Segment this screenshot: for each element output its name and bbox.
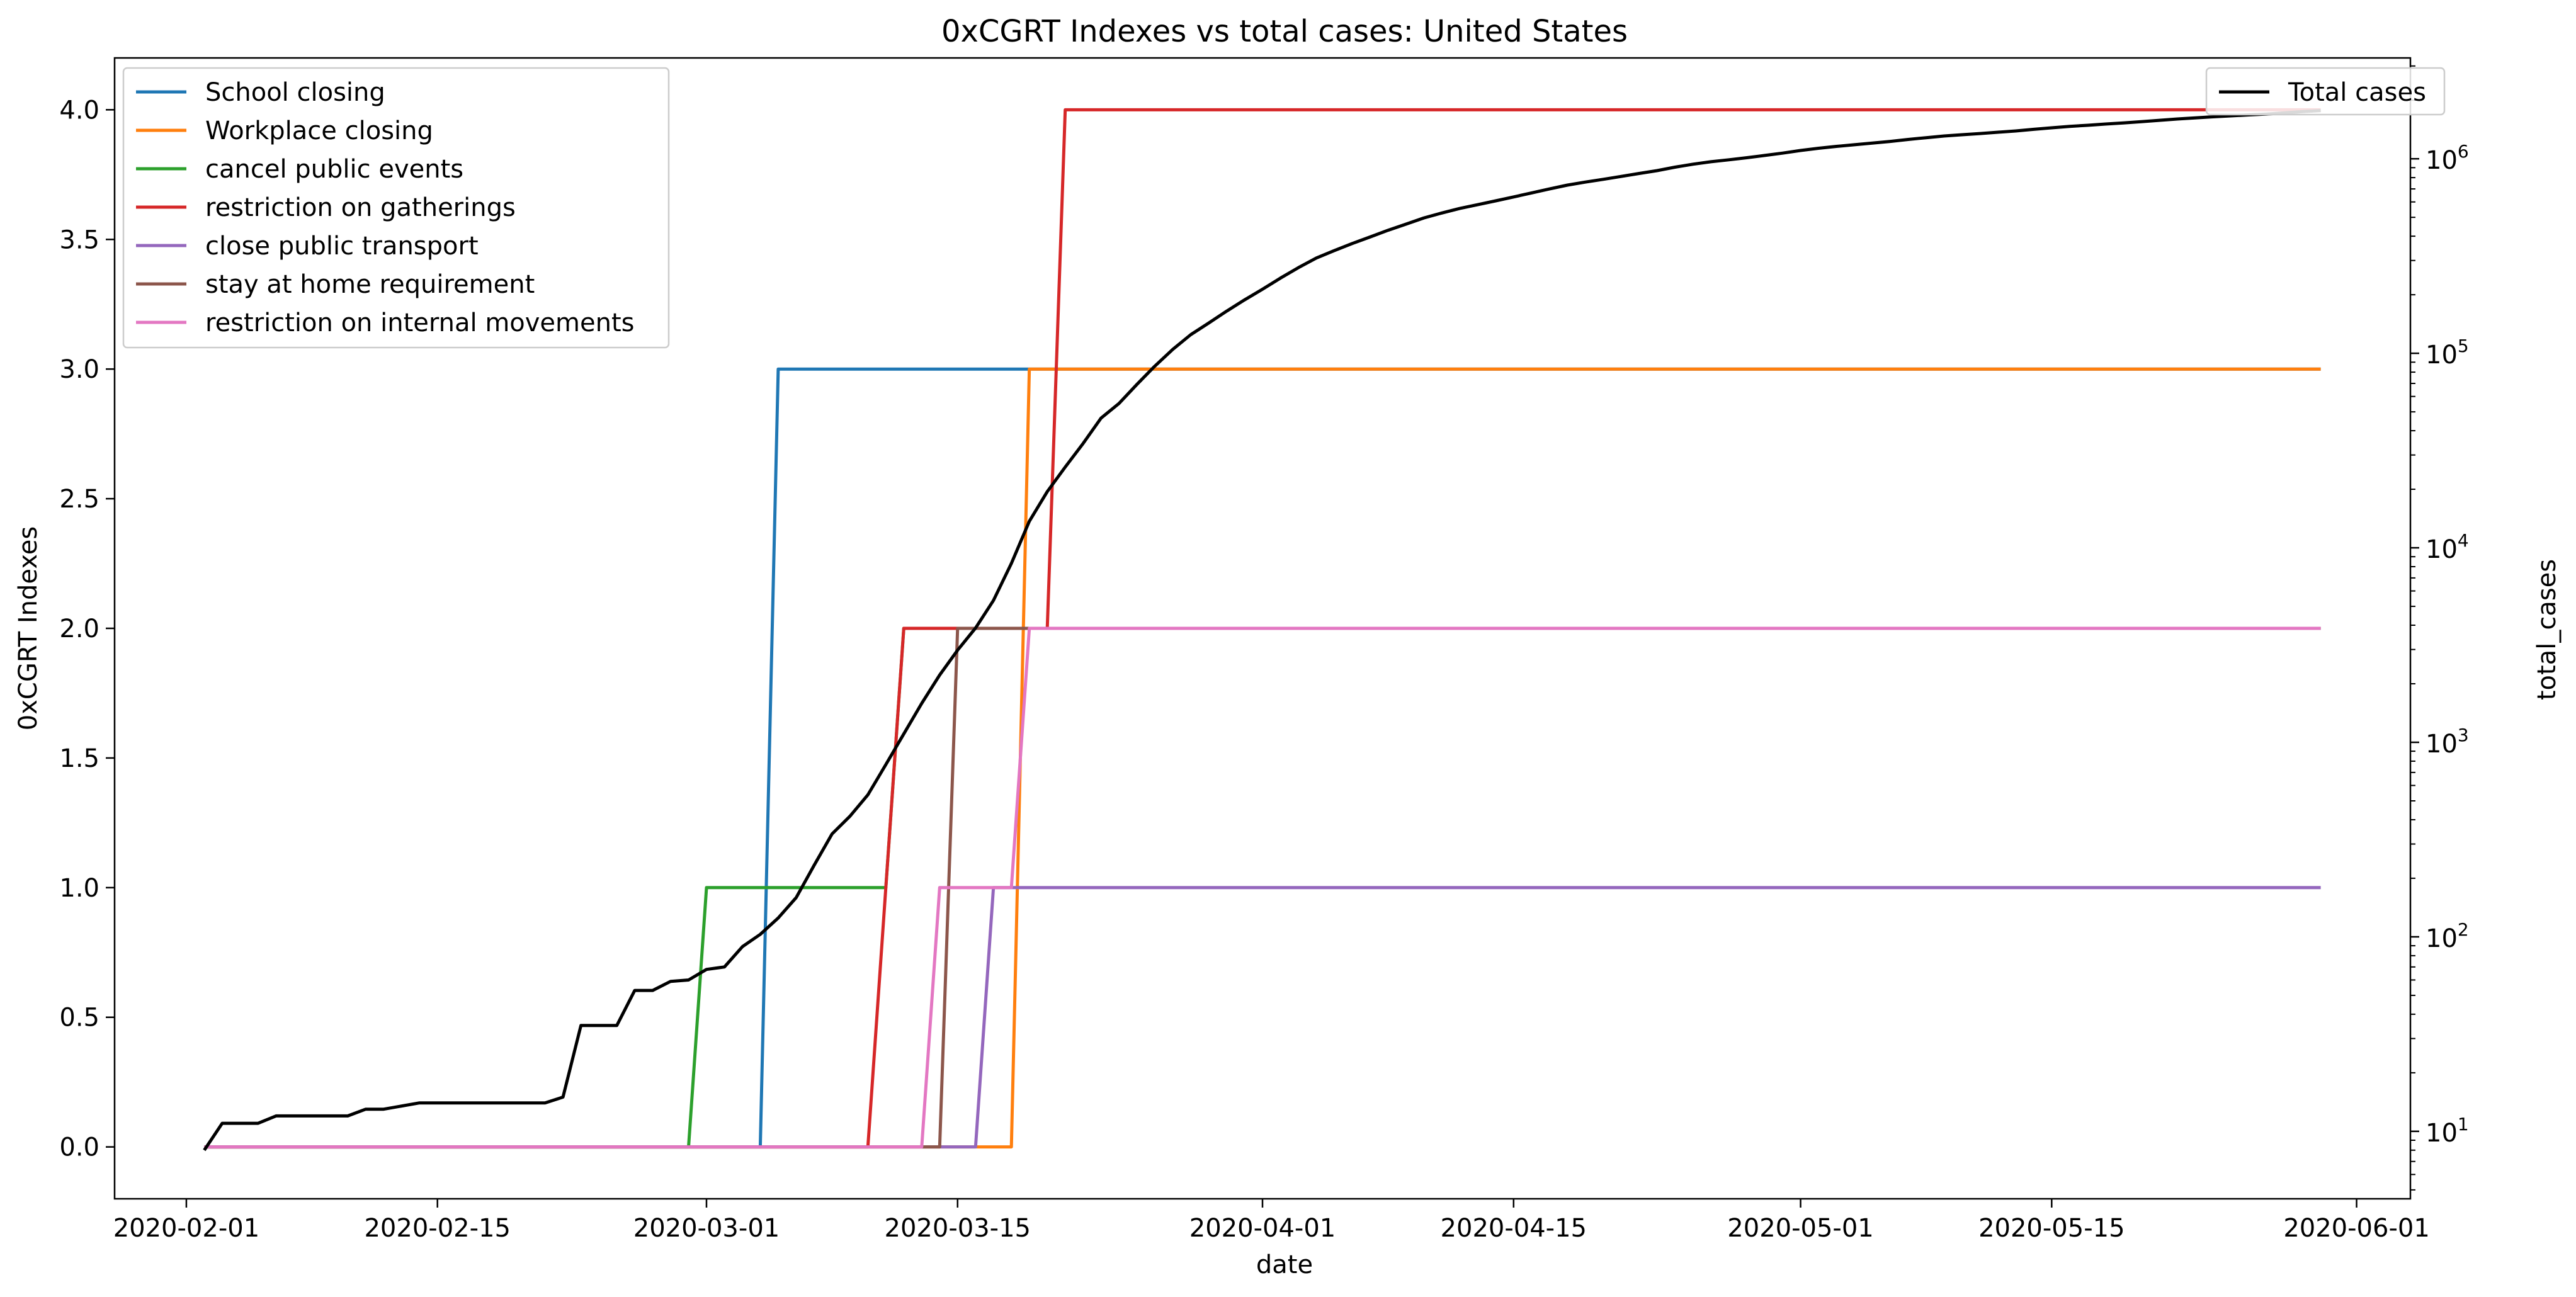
legend-right-frame (2205, 67, 2446, 116)
legend-label-workplace-closing: Workplace closing (205, 116, 433, 145)
legend-label-restriction-on-internal-movements: restriction on internal movements (205, 309, 634, 337)
legend-label-close-public-transport: close public transport (205, 232, 479, 261)
x-tick-label: 2020-04-01 (1189, 1214, 1336, 1243)
legend-label-stay-at-home-requirement: stay at home requirement (205, 270, 535, 299)
chart-title: 0xCGRT Indexes vs total cases: United St… (941, 14, 1628, 49)
legend-label-school-closing: School closing (205, 78, 385, 107)
y-right-tick-label: 104 (2426, 530, 2469, 564)
x-tick-label: 2020-04-15 (1441, 1214, 1587, 1243)
y-axis-right-label: total_cases (2533, 559, 2562, 700)
x-tick-label: 2020-03-01 (633, 1214, 780, 1243)
y-left-tick-label: 0.5 (59, 1004, 99, 1033)
y-left-tick-label: 0.0 (59, 1133, 99, 1162)
plot-lines (203, 108, 2321, 1152)
x-tick-label: 2020-06-01 (2283, 1214, 2429, 1243)
y-axis-left: 0.0 0.5 1.0 1.5 2.0 2.5 3.0 3.5 4.0 (59, 96, 115, 1162)
x-tick-label: 2020-02-15 (364, 1214, 510, 1243)
legend-right: Total cases (2205, 67, 2446, 116)
series-line-total-cases (203, 109, 2321, 1152)
y-left-tick-label: 3.5 (59, 225, 99, 254)
x-axis: 2020-02-01 2020-02-15 2020-03-01 2020-03-15… (113, 1199, 2430, 1243)
y-axis-right: 101 102 103 104 105 106 (2410, 65, 2469, 1191)
x-axis-label: date (1256, 1250, 1313, 1279)
y-left-tick-label: 1.0 (59, 874, 99, 903)
legend-label-restriction-on-gatherings: restriction on gatherings (205, 193, 516, 222)
x-tick-label: 2020-05-15 (1978, 1214, 2125, 1243)
y-left-tick-label: 2.0 (59, 615, 99, 643)
series-line-restriction-on-internal-movements (204, 626, 2321, 1149)
y-right-tick-label: 102 (2426, 919, 2469, 953)
legend-label-total-cases: Total cases (2288, 78, 2426, 107)
x-tick-label: 2020-02-01 (113, 1214, 259, 1243)
y-right-tick-label: 103 (2426, 725, 2469, 759)
x-tick-label: 2020-05-01 (1727, 1214, 1873, 1243)
y-right-tick-label: 105 (2426, 336, 2469, 370)
legend-left: School closing Workplace closing cancel pu… (122, 67, 670, 349)
legend-label-cancel-public-events: cancel public events (205, 155, 463, 184)
x-tick-label: 2020-03-15 (885, 1214, 1031, 1243)
y-right-tick-label: 101 (2426, 1114, 2469, 1148)
y-right-tick-label: 106 (2426, 141, 2469, 175)
y-left-tick-label: 4.0 (59, 96, 99, 125)
y-axis-left-label: 0xCGRT Indexes (14, 526, 43, 730)
y-left-tick-label: 3.0 (59, 355, 99, 384)
y-left-tick-label: 1.5 (59, 744, 99, 773)
y-left-tick-label: 2.5 (59, 485, 99, 514)
legend-left-frame (122, 67, 670, 349)
